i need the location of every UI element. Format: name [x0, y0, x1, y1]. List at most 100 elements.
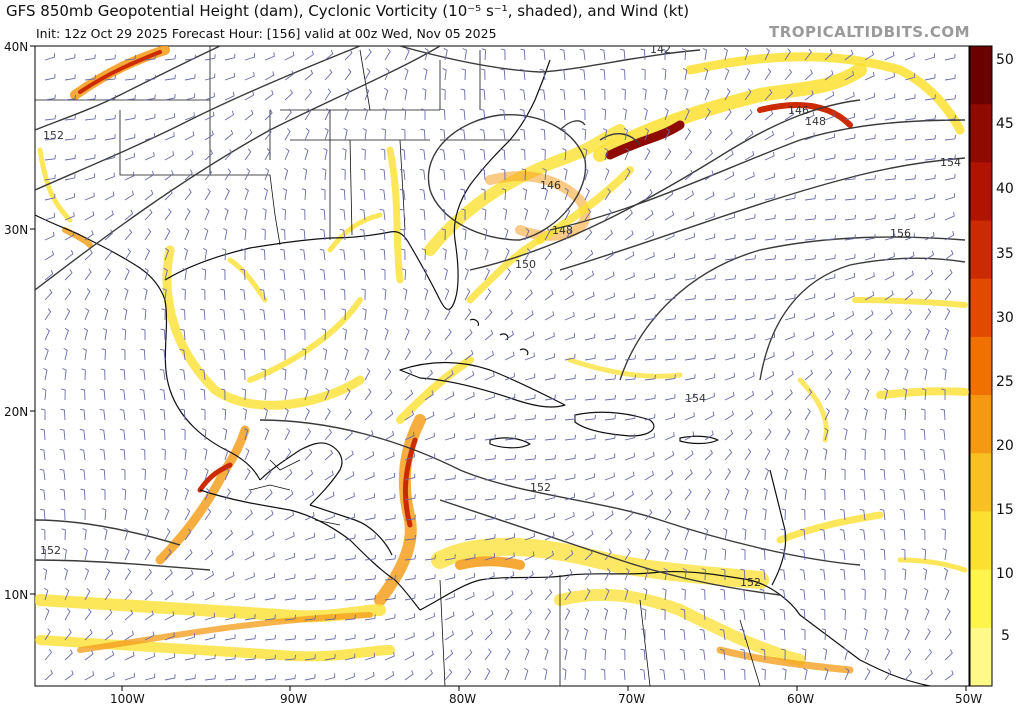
- wind-barb: [104, 114, 116, 121]
- wind-barb: [881, 428, 886, 441]
- wind-barb: [104, 268, 111, 281]
- wind-barb: [444, 391, 455, 401]
- contour-label: 152: [43, 129, 64, 142]
- wind-barb: [84, 134, 96, 141]
- wind-barb: [819, 569, 826, 581]
- wind-barb: [604, 510, 614, 521]
- wind-barb: [302, 167, 308, 181]
- wind-barb: [644, 548, 650, 561]
- wind-barb: [204, 508, 212, 521]
- wind-barb: [463, 247, 468, 261]
- wind-barb: [124, 190, 134, 201]
- wind-barb: [164, 247, 170, 261]
- wind-barb: [304, 108, 311, 121]
- wind-barb: [144, 548, 151, 561]
- wind-barb: [764, 428, 772, 441]
- wind-barb: [904, 251, 915, 261]
- wind-barb: [864, 154, 876, 161]
- wind-barb: [662, 588, 667, 601]
- wind-barb: [583, 627, 588, 641]
- vorticity-shading: [35, 46, 969, 674]
- wind-barb: [384, 613, 396, 621]
- wind-barb: [44, 231, 55, 241]
- wind-barb: [844, 368, 852, 381]
- wind-barb: [324, 470, 334, 481]
- wind-barb: [604, 250, 614, 261]
- wind-barb: [304, 428, 312, 441]
- wind-barb: [604, 587, 610, 601]
- wind-barb: [919, 448, 926, 461]
- coastlines: [35, 59, 931, 686]
- wind-barb: [744, 409, 754, 421]
- wind-barb: [501, 188, 507, 201]
- wind-barb: [364, 48, 372, 61]
- lat-label: 20N: [4, 405, 28, 419]
- wind-barb: [424, 453, 436, 461]
- wind-barb: [164, 590, 174, 601]
- wind-barb: [924, 174, 936, 181]
- latitude-axis: 40N 30N 20N 10N: [4, 40, 35, 602]
- wind-barb: [460, 188, 466, 201]
- wind-barb: [64, 94, 77, 101]
- wind-barb: [924, 288, 933, 301]
- wind-barb: [644, 432, 655, 441]
- wind-barb: [484, 514, 496, 521]
- colorbar: [969, 45, 993, 687]
- wind-barb: [562, 668, 567, 681]
- wind-barb: [464, 610, 475, 621]
- wind-barb: [440, 208, 446, 221]
- wind-barb: [84, 173, 96, 181]
- wind-barb: [44, 347, 49, 361]
- political-boundaries: [35, 46, 761, 686]
- wind-barb: [540, 108, 546, 121]
- wind-barb: [864, 368, 871, 381]
- wind-barb: [944, 327, 949, 341]
- wind-barb: [343, 127, 348, 141]
- wind-barb: [40, 428, 46, 441]
- wind-barb: [379, 228, 386, 241]
- wind-barb: [284, 147, 290, 161]
- wind-barb: [659, 669, 666, 681]
- wind-barb: [64, 115, 77, 121]
- wind-barb: [320, 308, 326, 321]
- wind-barb: [304, 490, 315, 501]
- wind-barb: [444, 668, 453, 681]
- wind-barb: [464, 474, 477, 481]
- wind-barb: [101, 348, 106, 361]
- wind-barb: [744, 333, 756, 341]
- wind-barb: [504, 330, 514, 341]
- wind-barb: [704, 233, 716, 241]
- wind-barb: [704, 468, 712, 481]
- wind-barb: [200, 408, 206, 420]
- wind-barb: [884, 627, 889, 641]
- wind-barb: [144, 568, 152, 581]
- wind-barb: [924, 648, 933, 661]
- wind-barb: [564, 608, 571, 621]
- wind-barb: [904, 668, 913, 681]
- wind-barb: [700, 608, 706, 621]
- wind-barb: [44, 308, 52, 321]
- wind-barb: [84, 629, 93, 641]
- wind-barb: [424, 369, 433, 381]
- wind-barb: [384, 633, 396, 641]
- wind-barb: [104, 547, 109, 561]
- wind-barb: [724, 468, 732, 481]
- wind-barb: [664, 393, 676, 401]
- wind-barb: [39, 489, 46, 501]
- wind-barb: [244, 109, 254, 121]
- wind-barb: [384, 87, 389, 101]
- wind-barb: [144, 610, 154, 621]
- wind-barb: [244, 52, 256, 61]
- wind-barb: [723, 47, 728, 61]
- wind-barb: [624, 272, 635, 281]
- wind-barb: [764, 48, 770, 61]
- wind-barb: [281, 348, 286, 361]
- wind-barb: [384, 555, 397, 561]
- wind-barb: [704, 294, 717, 301]
- wind-barb: [364, 614, 376, 621]
- wind-barb: [124, 651, 135, 661]
- wind-barb: [564, 374, 576, 381]
- wind-barb: [284, 448, 292, 461]
- wind-barb: [204, 612, 215, 621]
- wind-barb: [644, 127, 650, 141]
